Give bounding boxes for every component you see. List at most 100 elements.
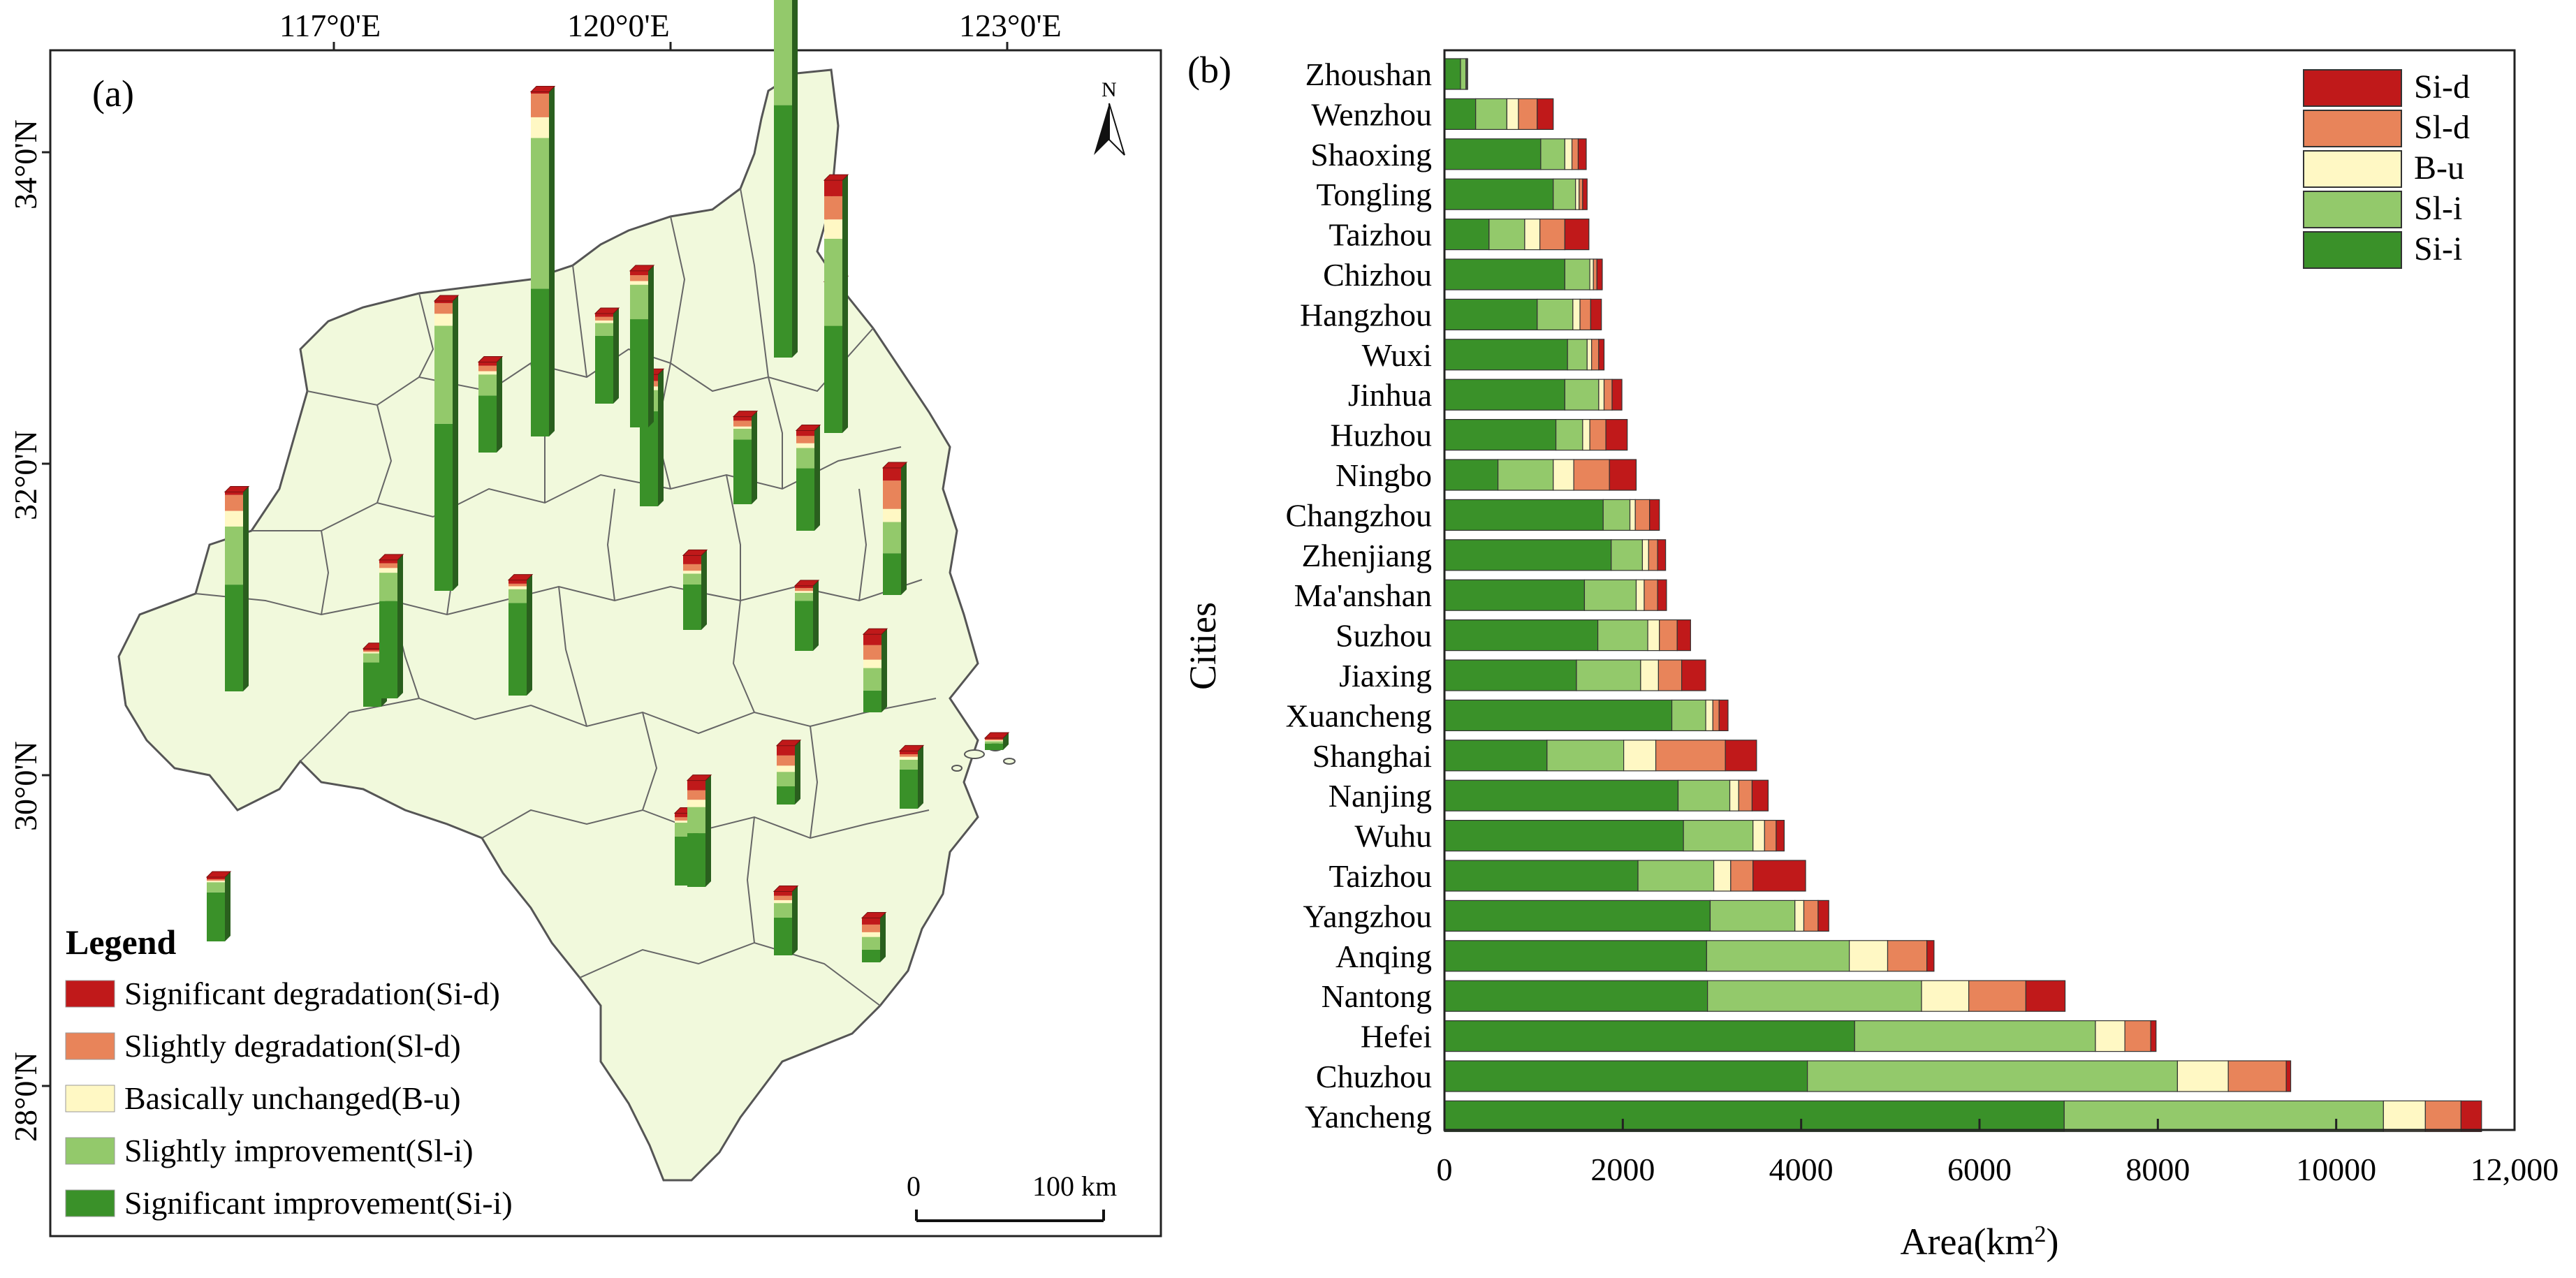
map-column-segment-sl-i	[862, 937, 880, 950]
map-column-segment-si-i	[774, 917, 792, 955]
map-column-segment-sl-i	[985, 741, 1003, 744]
map-column-segment-si-d	[883, 468, 901, 481]
map-column-side	[243, 486, 249, 691]
map-column-segment-si-i	[683, 585, 701, 630]
map-column-top	[732, 411, 759, 418]
bar-segment-b-u	[2095, 1020, 2125, 1052]
bar-segment-sl-d	[1657, 659, 1683, 691]
bar-segment-sl-d	[1738, 779, 1753, 811]
y-axis-label: Cities	[1182, 602, 1224, 690]
bar-segment-b-u	[1589, 258, 1594, 291]
bar-series	[1444, 58, 2482, 1133]
bar-segment-sl-i	[1475, 98, 1507, 130]
map-column-segment-si-d	[687, 780, 705, 791]
map-column-top	[682, 549, 708, 556]
map-column-segment-sl-i	[683, 573, 701, 585]
city-tick-label: Zhenjiang	[1302, 538, 1433, 573]
legend-swatch-b-u	[2303, 150, 2402, 188]
bar-segment-si-i	[1444, 219, 1490, 251]
map-column-segment-sl-d	[883, 480, 901, 509]
bar-segment-sl-d	[1648, 539, 1658, 571]
map-column-side	[792, 0, 798, 358]
lon-tick-label: 123°0'E	[959, 8, 1062, 43]
map-column-segment-b-u	[675, 820, 693, 823]
map-column-segment-b-u	[733, 426, 752, 429]
map-column-side	[453, 295, 458, 591]
bar-segment-sl-i	[1553, 178, 1576, 210]
bar-segment-si-d	[2150, 1020, 2157, 1052]
bar-segment-si-i	[1444, 499, 1604, 531]
bar-segment-si-d	[1657, 539, 1667, 571]
map-column-segment-si-d	[363, 648, 381, 651]
map-column-segment-sl-i	[824, 238, 842, 326]
bar-segment-si-d	[1577, 138, 1587, 170]
x-axis: 0 2000 4000 6000 8000 10000 12,000	[1437, 1119, 2559, 1187]
bar-segment-sl-d	[1593, 258, 1597, 291]
map-legend-swatch	[65, 1032, 115, 1060]
bar-segment-b-u	[1641, 539, 1649, 571]
map-column-segment-si-d	[824, 180, 842, 196]
lon-tick-label: 117°0'E	[279, 8, 381, 43]
bar-segment-sl-d	[1589, 418, 1607, 451]
map-column-segment-b-u	[683, 571, 701, 574]
city-tick-label: Nanjing	[1329, 778, 1432, 814]
x-axis-label-close: )	[2046, 1221, 2058, 1263]
legend-label: Sl-i	[2414, 190, 2462, 227]
map-column-segment-b-u	[883, 508, 901, 522]
map-column-segment-si-d	[508, 580, 527, 584]
city-tick-label: Wuhu	[1354, 818, 1432, 854]
bar-segment-si-d	[1752, 860, 1806, 892]
map-column-segment-b-u	[630, 281, 648, 285]
bar-segment-b-u	[1752, 819, 1765, 852]
bar-segment-si-i	[1444, 98, 1477, 130]
map-column-top	[862, 628, 888, 635]
map-column-top	[793, 580, 820, 587]
map-column-segment-sl-d	[434, 303, 453, 314]
map-column-segment-sl-d	[795, 588, 813, 592]
map-column-segment-si-d	[379, 559, 397, 564]
map-column-segment-si-i	[900, 769, 918, 809]
map-column-side	[881, 629, 887, 712]
map-column-segment-sl-i	[795, 592, 813, 601]
bar-segment-b-u	[1647, 619, 1660, 652]
map-column-segment-si-d	[796, 430, 814, 436]
map-column-segment-sl-i	[733, 428, 752, 440]
bar-segment-si-i	[1444, 539, 1612, 571]
map-column-top	[861, 912, 887, 919]
bar-segment-sl-i	[1671, 699, 1706, 732]
bar-segment-si-i	[1444, 819, 1684, 852]
city-tick-label: Yangzhou	[1303, 898, 1432, 934]
map-columns	[205, 0, 1010, 962]
map-legend-swatch	[65, 980, 115, 1008]
bar-segment-si-i	[1444, 980, 1708, 1012]
x-axis-label-sup: 2	[2034, 1221, 2046, 1247]
city-tick-label: Ma'anshan	[1294, 578, 1432, 613]
bar-segment-sl-d	[1603, 379, 1613, 411]
bar-segment-sl-i	[1602, 499, 1631, 531]
bar-segment-si-i	[1444, 339, 1568, 371]
x-tick-label: 10000	[2296, 1152, 2376, 1187]
bar-segment-si-i	[1444, 659, 1577, 691]
city-tick-label: Shanghai	[1312, 738, 1432, 774]
map-column-segment-sl-i	[595, 323, 613, 336]
bar-segment-sl-i	[1637, 860, 1715, 892]
map-legend-label: Slightly degradation(Sl-d)	[124, 1028, 461, 1064]
map-column-segment-sl-i	[796, 448, 814, 469]
bar-segment-sl-i	[1583, 579, 1637, 611]
map-column-segment-si-d	[733, 416, 752, 421]
bar-segment-si-i	[1444, 418, 1557, 451]
bar-segment-sl-d	[1730, 860, 1754, 892]
map-column-segment-b-u	[777, 765, 795, 772]
bar-segment-b-u	[2176, 1060, 2229, 1092]
map-column-segment-sl-d	[379, 563, 397, 568]
bar-segment-sl-d	[1579, 178, 1583, 210]
map-column-top	[775, 740, 802, 747]
map-column-segment-sl-i	[478, 374, 497, 396]
map-column-segment-si-d	[774, 891, 792, 896]
bar-segment-sl-i	[1706, 940, 1850, 972]
bar-segment-sl-i	[1564, 379, 1600, 411]
map-column-segment-sl-d	[595, 316, 613, 321]
bar-segment-b-u	[1582, 418, 1590, 451]
map-column-segment-si-i	[434, 423, 453, 591]
bar-segment-sl-i	[1709, 899, 1796, 932]
